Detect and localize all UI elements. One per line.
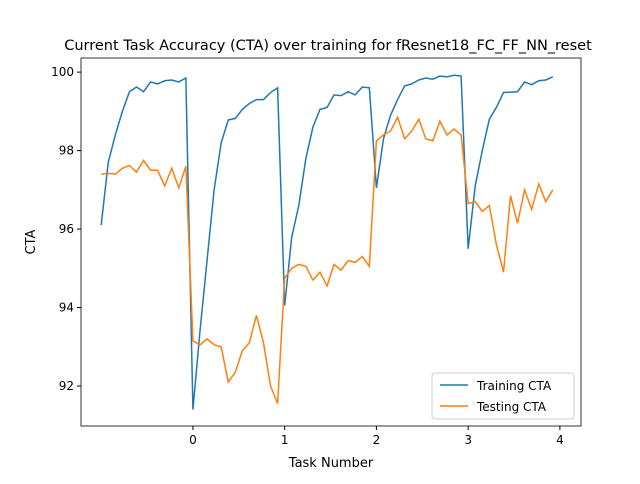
x-tick-label: 0 (189, 433, 197, 447)
y-tick-label: 96 (59, 222, 74, 236)
plot-frame (80, 57, 582, 427)
legend-label: Training CTA (476, 379, 552, 393)
legend-label: Testing CTA (476, 400, 547, 414)
x-axis-label: Task Number (288, 456, 374, 471)
y-tick-label: 98 (59, 144, 74, 158)
x-tick-label: 1 (281, 433, 289, 447)
x-tick-label: 4 (556, 433, 564, 447)
data-line (100, 74, 554, 410)
y-tick-label: 92 (59, 379, 74, 393)
y-tick-label: 100 (51, 65, 74, 79)
y-axis-label: CTA (24, 229, 39, 254)
x-tick-label: 2 (373, 433, 381, 447)
chart-title: Current Task Accuracy (CTA) over trainin… (64, 38, 592, 54)
data-line (101, 115, 554, 404)
y-tick-label: 94 (59, 301, 74, 315)
x-tick-label: 3 (464, 433, 472, 447)
